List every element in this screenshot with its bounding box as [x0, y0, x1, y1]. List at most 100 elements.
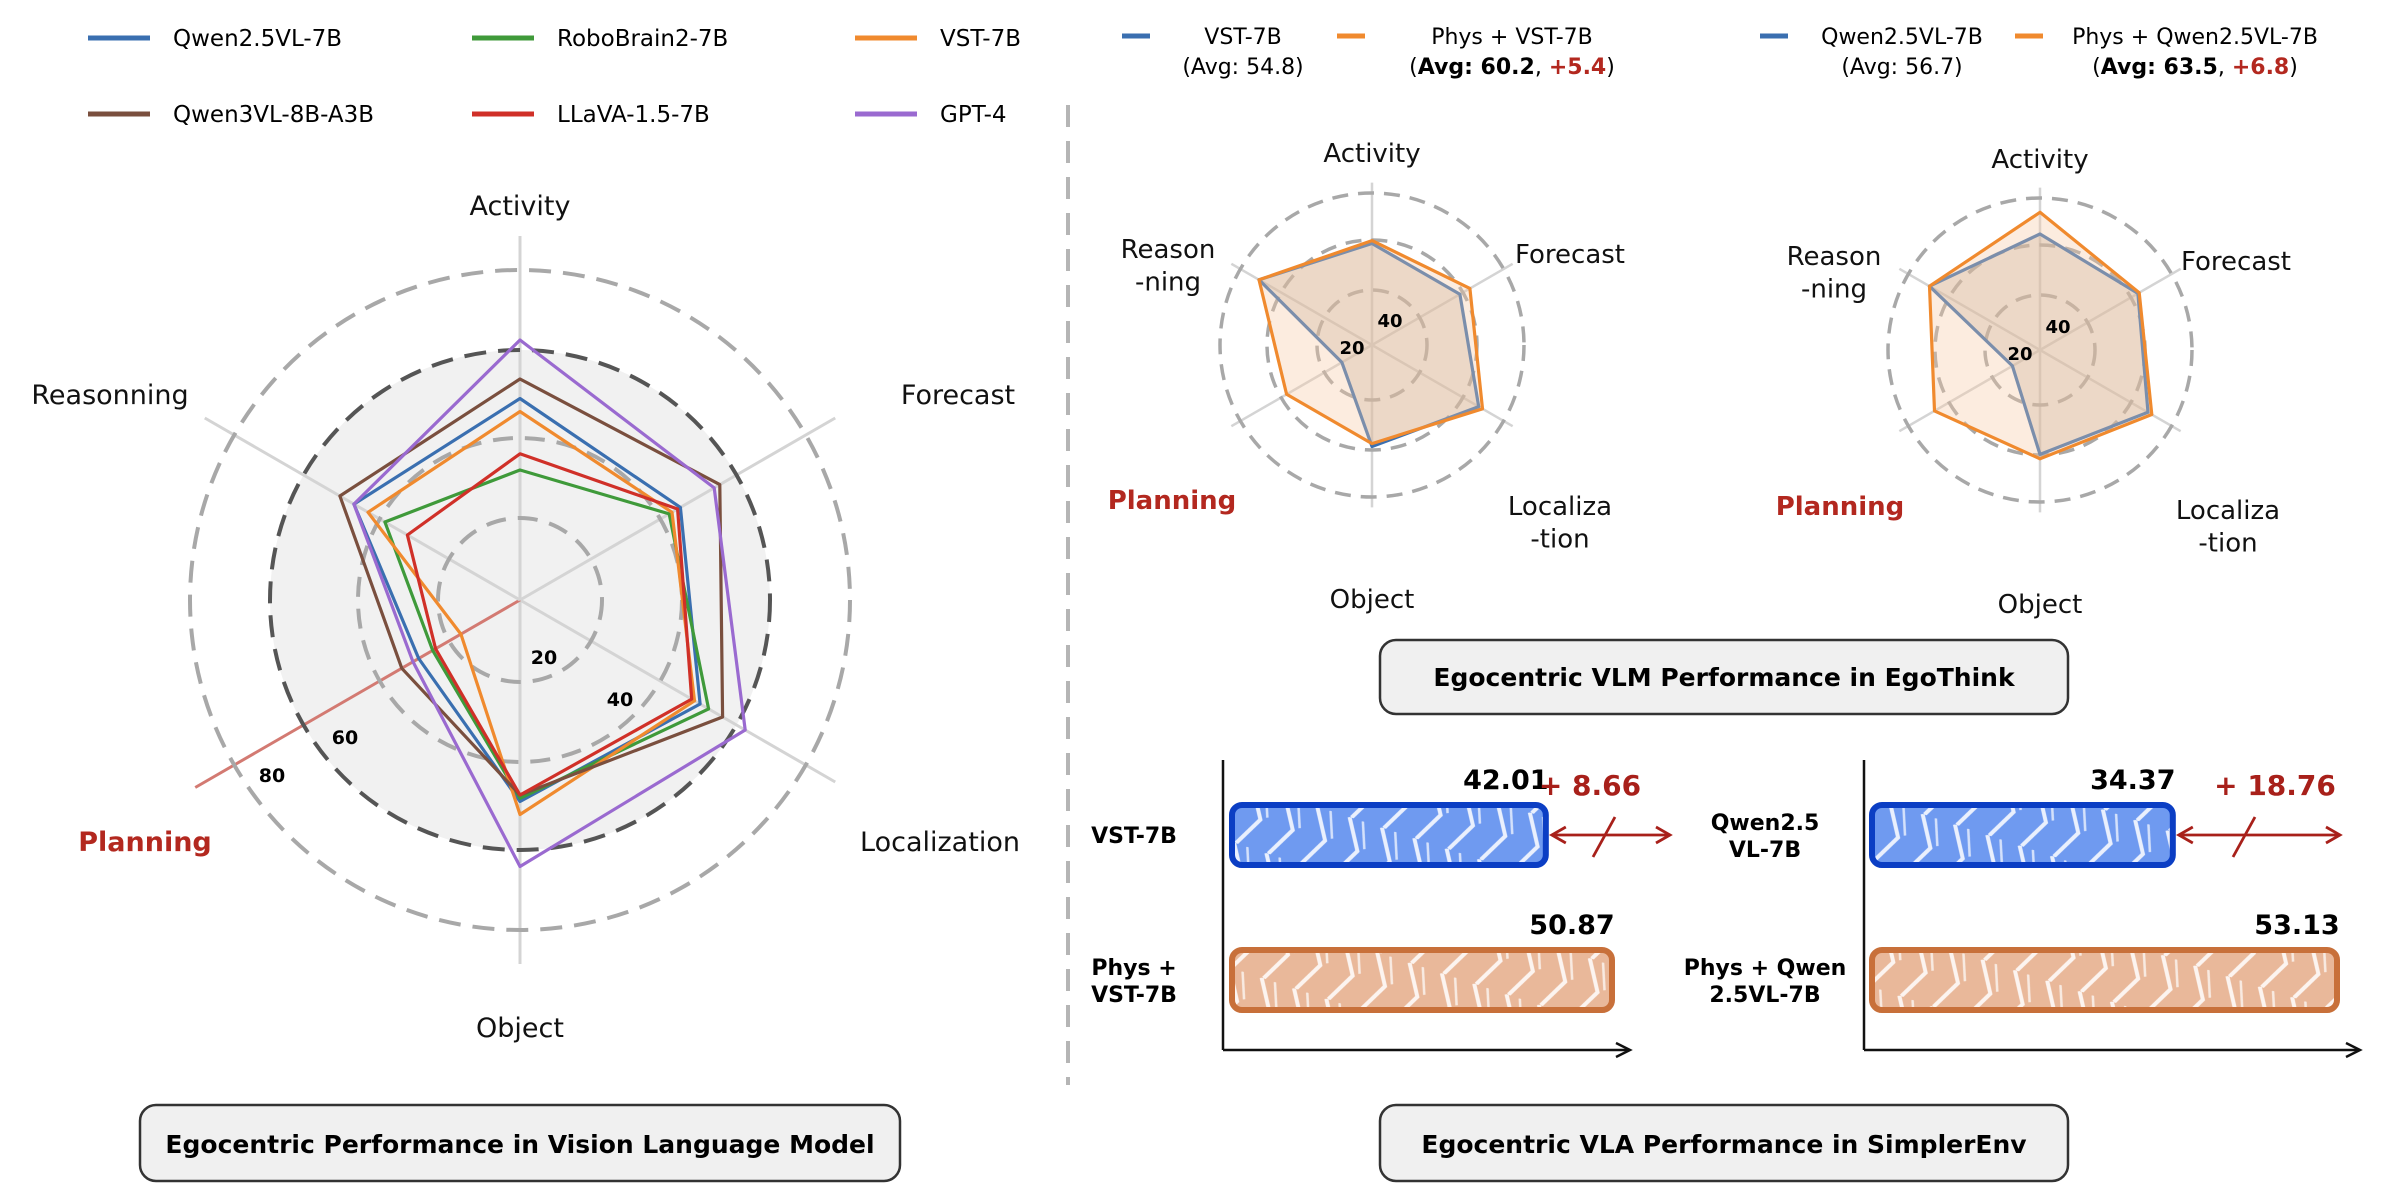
gain-arrow-head-right — [2325, 825, 2343, 845]
legend-label-gpt-4: GPT-4 — [940, 102, 1007, 128]
radar-spoke-reason-ning — [1230, 262, 1373, 347]
radar-axis-label-localiza-tion: Localiza -tion — [2176, 496, 2280, 559]
category-label-line: Phys + — [1091, 956, 1176, 981]
radar-spoke-localiza-tion — [2039, 348, 2182, 433]
radar-spoke-localization — [519, 598, 836, 784]
radar-axis-label-reason-ning: Reason -ning — [1121, 235, 1216, 298]
legend-main: Qwen2.5VL-7B RoboBrain2-7B VST-7B Qwen3VL-8… — [88, 26, 1021, 128]
axis-label-line: Planning — [1108, 486, 1237, 516]
radar-chart-vst: 20 40 Activity Forecast Localiza -tion Object P… — [1108, 139, 1625, 615]
axis-label-line: Activity — [470, 191, 571, 222]
radar-series-vst-7b — [366, 409, 697, 817]
radar-axis-label-activity: Activity — [470, 191, 571, 222]
legend-label-vst-7b: VST-7B — [940, 26, 1021, 52]
radar-axis-label-object: Object — [476, 1013, 564, 1044]
axis-label-line: Localization — [860, 827, 1020, 858]
legend-avg-qwen-base: (Avg: 56.7) — [1841, 55, 1962, 80]
axis-label-line: Forecast — [1515, 240, 1625, 270]
bar-axis-arrow — [1615, 1041, 1633, 1059]
radar-series-robobrain2-7b — [383, 468, 711, 800]
axis-label-line: Forecast — [901, 380, 1015, 411]
radar-ring-3 — [268, 348, 772, 852]
legend-avg-close: ) — [1606, 55, 1615, 80]
gain-arrow-head-left — [2175, 825, 2194, 845]
bar-category-label: Phys + VST-7B — [1091, 956, 1177, 1008]
axis-label-line: Localiza — [2176, 496, 2280, 526]
category-label-line: 2.5VL-7B — [1709, 983, 1820, 1008]
radar-axis-label-forecast: Forecast — [901, 380, 1015, 411]
legend-avg-sep: , — [1535, 55, 1549, 80]
radar-axis-label-activity: Activity — [1991, 145, 2088, 175]
radar-ring-1 — [1983, 293, 2097, 407]
radar-axis-label-planning: Planning — [78, 827, 212, 858]
radar-axis-label-forecast: Forecast — [2181, 247, 2291, 277]
gain-label: + 8.66 — [1539, 769, 1641, 802]
gain-arrow-head-right — [1655, 825, 1673, 845]
title-box-main: Egocentric Performance in Vision Languag… — [138, 1103, 902, 1183]
radar-axis-label-reason-ning: Reason -ning — [1787, 242, 1882, 305]
axis-label-line: -tion — [2198, 529, 2257, 559]
axis-label-line: Activity — [1323, 139, 1420, 169]
legend-avg-open: ( — [2092, 55, 2101, 80]
category-label-line: VL-7B — [1729, 838, 1801, 863]
legend-avg-bold: Avg: 63.5 — [2101, 55, 2218, 80]
bar-axis-arrow — [2345, 1041, 2363, 1059]
legend-label-qwen3vl-8b-a3b: Qwen3VL-8B-A3B — [173, 102, 374, 128]
title-box-main-frame — [138, 1103, 902, 1183]
radar-spoke-planning — [194, 598, 521, 789]
radar-tick-label: 40 — [2045, 317, 2070, 338]
title-box-simpler: Egocentric VLA Performance in SimplerEnv — [1378, 1103, 2070, 1183]
radar-tick-label: 40 — [1377, 311, 1402, 332]
gain-arrow-head-left — [1548, 825, 1567, 845]
bar-category-label: VST-7B — [1091, 824, 1177, 849]
radar-spoke-reasonning — [204, 416, 521, 602]
radar-tick-label: 20 — [1339, 338, 1364, 359]
radar-tick-label: 80 — [259, 765, 285, 787]
radar-ring-3 — [1886, 196, 2194, 504]
legend-label-vst-phys: Phys + VST-7B — [1431, 25, 1593, 50]
radar-chart-qwen: 20 40 Activity Forecast Localiza -tion Object P… — [1776, 145, 2291, 620]
title-box-egothink: Egocentric VLM Performance in EgoThink — [1378, 638, 2070, 716]
radar-tick-label: 20 — [531, 647, 557, 669]
legend-label-qwen2-5vl-7b: Qwen2.5VL-7B — [173, 26, 342, 52]
legend-avg-close: ) — [2289, 55, 2298, 80]
radar-series-phys-qwen2-5vl-7b — [1927, 210, 2154, 461]
axis-label-line: -tion — [1530, 525, 1589, 555]
axis-label-line: Planning — [1776, 492, 1905, 522]
axis-label-line: Object — [1998, 590, 2083, 620]
bar-chart-vst: 42.01 VST-7B 50.87 Phys + VST-7B + 8.66 — [1091, 760, 1673, 1059]
legend-qwen: Qwen2.5VL-7B (Avg: 56.7) Phys + Qwen2.5V… — [1760, 25, 2318, 80]
bar-vst-7b — [1229, 802, 1549, 868]
axis-label-line: Object — [1330, 585, 1415, 615]
axis-label-line: -ning — [1135, 268, 1201, 298]
radar-axis-label-forecast: Forecast — [1515, 240, 1625, 270]
legend-gain: +5.4 — [1549, 55, 1606, 80]
category-label-line: Qwen2.5 — [1711, 811, 1820, 836]
legend-avg-vst-base: (Avg: 54.8) — [1182, 55, 1303, 80]
radar-spoke-forecast — [1371, 262, 1514, 347]
bar-value-label: 34.37 — [2090, 765, 2175, 796]
title-egothink: Egocentric VLM Performance in EgoThink — [1433, 663, 2016, 692]
legend-avg-bold: Avg: 60.2 — [1418, 55, 1535, 80]
radar-spoke-planning — [1230, 343, 1373, 428]
radar-axis-label-reasonning: Reasonning — [31, 380, 188, 411]
axis-label-line: Reasonning — [31, 380, 188, 411]
radar-axis-label-object: Object — [1998, 590, 2083, 620]
bar-value-label: 50.87 — [1529, 910, 1614, 941]
legend-avg-qwen-phys: (Avg: 63.5, +6.8) — [2092, 55, 2298, 80]
radar-tick-label: 20 — [2007, 344, 2032, 365]
radar-tick-label: 60 — [332, 727, 358, 749]
radar-series-phys-vst-7b — [1257, 239, 1485, 446]
radar-series-gpt-4 — [352, 338, 747, 869]
bar-value-label: 42.01 — [1463, 765, 1548, 796]
radar-spoke-reason-ning — [1898, 267, 2041, 352]
legend-avg-vst-phys: (Avg: 60.2, +5.4) — [1409, 55, 1615, 80]
bar-qwen2-5-vl-7b — [1869, 802, 2176, 868]
radar-ring-3 — [1218, 191, 1526, 499]
radar-series-llava-1-5-7b — [405, 452, 694, 797]
legend-label-qwen-phys: Phys + Qwen2.5VL-7B — [2072, 25, 2318, 50]
legend-gain: +6.8 — [2232, 55, 2289, 80]
legend-avg-open: ( — [1409, 55, 1418, 80]
radar-ring-1 — [1315, 288, 1429, 402]
